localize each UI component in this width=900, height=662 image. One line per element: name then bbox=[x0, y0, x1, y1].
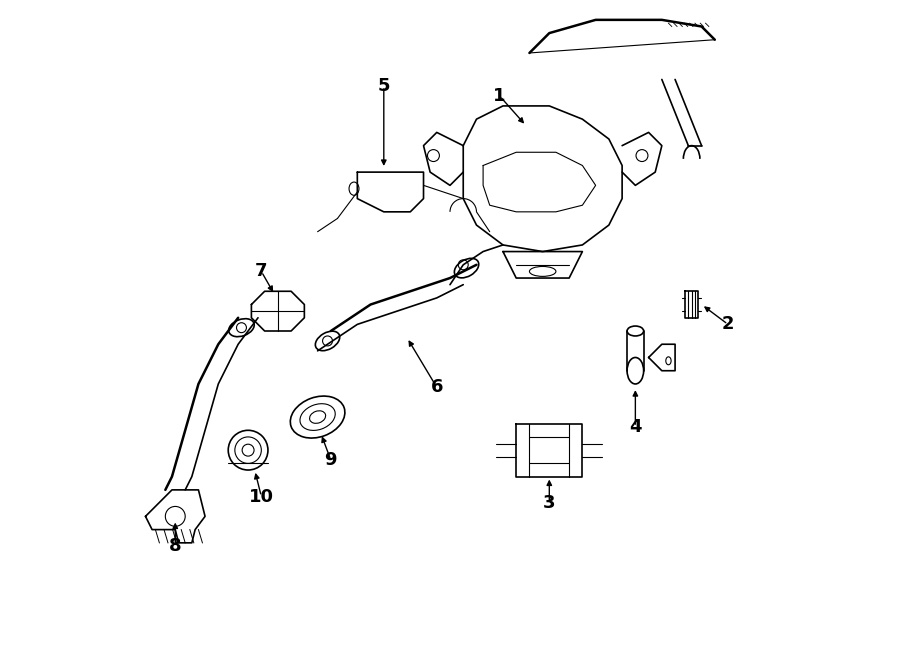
Text: 4: 4 bbox=[629, 418, 642, 436]
Text: 10: 10 bbox=[248, 487, 274, 506]
Text: 3: 3 bbox=[543, 494, 555, 512]
Text: 8: 8 bbox=[169, 537, 182, 555]
Text: 1: 1 bbox=[493, 87, 506, 105]
Text: 7: 7 bbox=[255, 262, 267, 281]
Text: 2: 2 bbox=[722, 315, 734, 334]
Text: 6: 6 bbox=[430, 378, 443, 397]
Text: 9: 9 bbox=[325, 451, 338, 469]
Text: 5: 5 bbox=[378, 77, 390, 95]
